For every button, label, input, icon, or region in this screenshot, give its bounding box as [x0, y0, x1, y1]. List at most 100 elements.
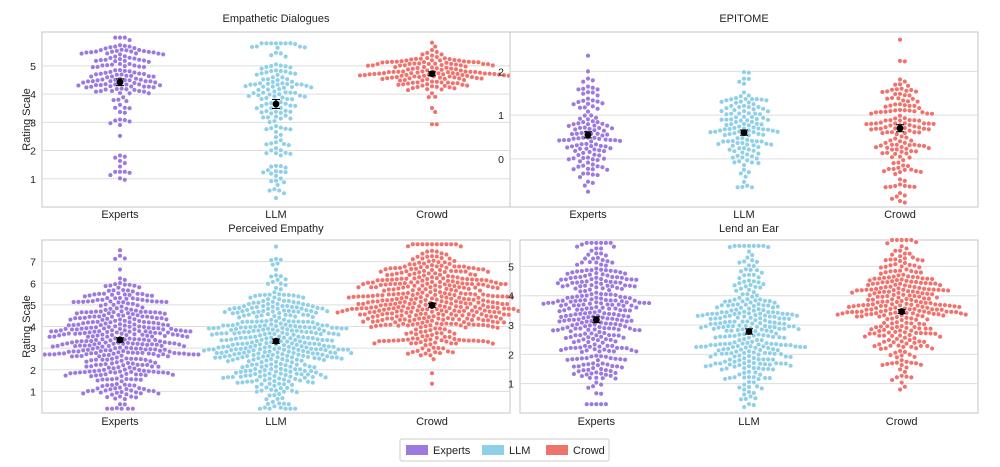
- data-point-experts: [101, 312, 107, 318]
- data-point-llm: [748, 393, 754, 399]
- data-point-crowd: [903, 278, 910, 284]
- data-point-crowd: [889, 320, 895, 327]
- data-point-experts: [61, 350, 67, 356]
- data-point-crowd: [878, 143, 884, 149]
- data-point-experts: [47, 334, 53, 340]
- data-point-crowd: [921, 295, 927, 302]
- data-point-experts: [593, 141, 599, 147]
- data-point-crowd: [902, 102, 908, 108]
- data-point-llm: [299, 328, 305, 335]
- data-point-crowd: [429, 274, 435, 280]
- data-point-llm: [287, 103, 293, 109]
- data-point-experts: [55, 343, 61, 349]
- data-point-llm: [324, 308, 330, 314]
- data-point-experts: [160, 322, 166, 328]
- data-point-crowd: [929, 276, 935, 282]
- data-point-llm: [311, 364, 317, 370]
- data-point-crowd: [458, 243, 464, 249]
- data-point-llm: [278, 257, 284, 263]
- data-point-experts: [122, 401, 128, 407]
- data-point-llm: [786, 316, 792, 322]
- data-point-llm: [727, 147, 733, 153]
- data-point-llm: [770, 128, 776, 134]
- data-point-experts: [138, 371, 144, 378]
- data-point-crowd: [902, 255, 908, 261]
- data-point-experts: [603, 143, 609, 149]
- data-point-crowd: [451, 292, 457, 298]
- data-point-crowd: [443, 65, 449, 71]
- data-point-crowd: [907, 332, 913, 338]
- data-point-experts: [609, 363, 615, 369]
- data-point-crowd: [879, 89, 885, 95]
- data-point-experts: [580, 98, 586, 104]
- data-point-experts: [582, 297, 588, 303]
- data-point-llm: [733, 100, 739, 106]
- data-point-experts: [119, 71, 125, 78]
- data-point-experts: [608, 279, 614, 285]
- data-point-experts: [122, 110, 128, 116]
- data-point-crowd: [402, 316, 408, 322]
- data-point-llm: [273, 388, 279, 394]
- data-point-crowd: [902, 140, 908, 146]
- data-point-crowd: [879, 150, 885, 156]
- x-tick-label: LLM: [733, 209, 754, 221]
- data-point-crowd: [447, 256, 453, 262]
- data-point-experts: [50, 344, 56, 350]
- data-point-crowd: [459, 82, 465, 88]
- data-point-experts: [93, 49, 99, 55]
- data-point-llm: [762, 323, 768, 329]
- data-point-llm: [316, 341, 322, 347]
- data-point-llm: [276, 310, 282, 316]
- data-point-crowd: [927, 330, 934, 337]
- data-point-crowd: [423, 328, 429, 334]
- data-point-llm: [725, 138, 731, 144]
- data-point-llm: [228, 327, 234, 333]
- data-point-llm: [257, 346, 263, 352]
- data-point-llm: [318, 346, 324, 352]
- data-point-llm: [267, 330, 273, 336]
- data-point-llm: [773, 360, 779, 366]
- data-point-llm: [260, 84, 266, 90]
- data-point-experts: [131, 69, 137, 76]
- data-point-crowd: [892, 248, 898, 254]
- data-point-crowd: [439, 255, 445, 261]
- data-point-llm: [724, 328, 730, 334]
- data-point-experts: [584, 319, 590, 325]
- data-point-experts: [127, 282, 133, 288]
- data-point-crowd: [379, 59, 385, 66]
- data-point-llm: [746, 262, 752, 268]
- data-point-crowd: [907, 262, 913, 268]
- data-point-llm: [217, 354, 223, 361]
- data-point-crowd: [910, 288, 916, 295]
- data-point-llm: [749, 153, 755, 159]
- data-point-crowd: [884, 129, 890, 135]
- data-point-llm: [246, 329, 252, 335]
- data-point-experts: [584, 240, 590, 246]
- data-point-llm: [263, 396, 269, 402]
- data-point-crowd: [411, 317, 417, 323]
- data-point-crowd: [903, 150, 909, 156]
- legend-label: LLM: [509, 445, 530, 457]
- data-point-llm: [767, 375, 773, 381]
- data-point-experts: [176, 350, 182, 356]
- data-point-experts: [593, 401, 599, 407]
- data-point-crowd: [419, 283, 425, 289]
- data-point-experts: [66, 330, 72, 337]
- data-point-llm: [273, 163, 279, 169]
- data-point-llm: [319, 337, 325, 343]
- data-point-llm: [235, 310, 241, 316]
- data-point-experts: [98, 88, 104, 94]
- data-point-crowd: [419, 251, 425, 257]
- data-point-crowd: [897, 117, 903, 124]
- data-point-llm: [752, 395, 758, 401]
- data-point-llm: [751, 365, 757, 371]
- data-point-crowd: [394, 309, 400, 315]
- data-point-crowd: [868, 326, 874, 332]
- data-point-llm: [262, 331, 268, 337]
- data-point-experts: [609, 274, 615, 280]
- data-point-crowd: [913, 360, 919, 366]
- data-point-llm: [239, 379, 245, 385]
- data-point-llm: [287, 374, 293, 380]
- data-point-crowd: [464, 73, 470, 79]
- data-point-experts: [74, 326, 80, 332]
